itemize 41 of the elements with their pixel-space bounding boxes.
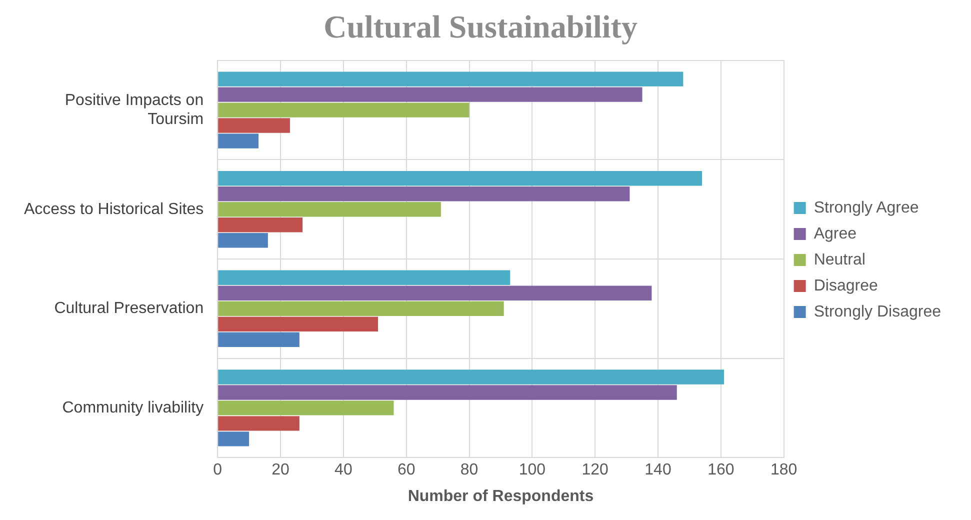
- x-tick-label: 120: [582, 462, 609, 479]
- x-tick-label: 20: [272, 462, 290, 479]
- bar: [218, 118, 290, 133]
- bar: [218, 385, 677, 400]
- bar: [218, 416, 300, 431]
- bar: [218, 171, 702, 186]
- y-tick-label: Cultural Preservation: [54, 300, 204, 318]
- x-tick-label: 160: [708, 462, 734, 479]
- bar: [218, 102, 470, 118]
- legend-label: Neutral: [814, 251, 866, 268]
- x-tick-label: 60: [397, 462, 416, 479]
- x-tick-label: 140: [644, 462, 672, 479]
- legend-label: Disagree: [814, 277, 878, 294]
- bar: [218, 432, 250, 446]
- bar: [218, 202, 441, 217]
- bar: [218, 87, 642, 102]
- bar: [218, 370, 724, 384]
- bar: [218, 301, 504, 316]
- bar: [218, 400, 394, 416]
- y-tick-label: Community livability: [62, 399, 204, 416]
- bar: [218, 217, 303, 232]
- bar: [218, 270, 510, 286]
- x-axis-title: Number of Respondents: [408, 488, 594, 505]
- bar: [218, 316, 378, 332]
- legend-label: Strongly Agree: [814, 199, 919, 216]
- bar: [218, 286, 652, 301]
- bar: [218, 186, 630, 202]
- x-tick-label: 180: [770, 462, 798, 479]
- x-tick-label: 100: [518, 462, 546, 479]
- x-tick-label: 0: [213, 462, 222, 479]
- bar: [218, 332, 300, 347]
- x-tick-label: 40: [334, 462, 352, 479]
- chart-title: Cultural Sustainability: [324, 8, 638, 44]
- bar: [218, 72, 684, 86]
- legend-label: Agree: [814, 225, 857, 242]
- legend-label: Strongly Disagree: [814, 303, 942, 320]
- bar: [218, 232, 268, 248]
- bar: [218, 134, 259, 148]
- y-tick-label: Access to Historical Sites: [24, 200, 204, 218]
- x-tick-label: 80: [460, 462, 478, 479]
- y-tick-label: Positive Impacts on Toursim: [64, 92, 204, 128]
